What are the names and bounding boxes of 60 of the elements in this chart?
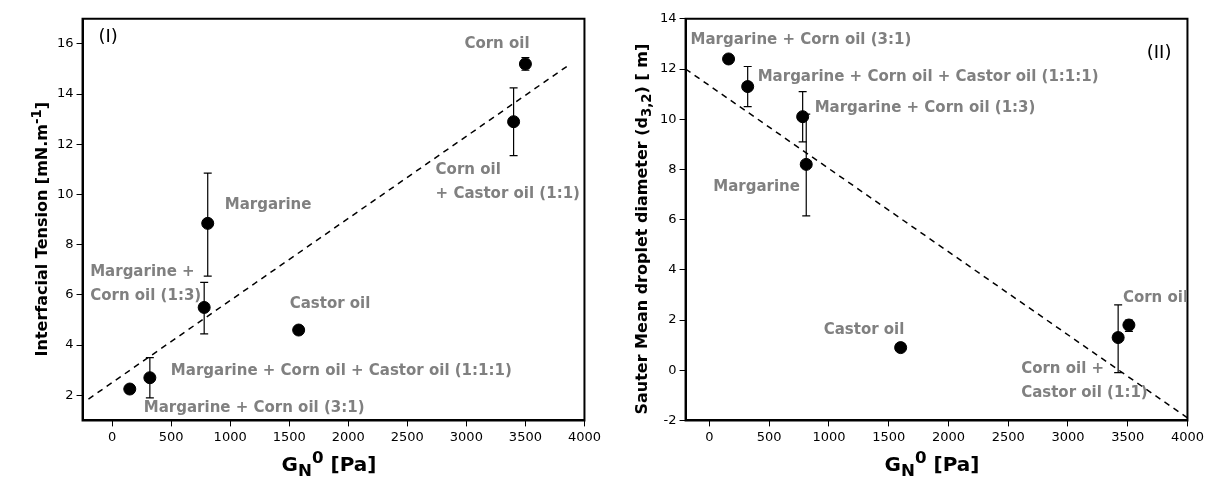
y-tick-label: -2 [663,411,677,427]
annotation: Margarine + Corn oil + Castor oil (1:1:1) [170,360,512,379]
x-tick-label: 3000 [1051,428,1085,444]
y-tick-label: 6 [65,286,74,302]
annotation: Margarine + Corn oil (3:1) [143,397,365,416]
y-tick-label: 10 [57,185,74,201]
x-tick-label: 1500 [872,428,906,444]
point [507,115,521,129]
annotation: Margarine + Corn oil (1:3) [814,97,1036,116]
point [799,157,813,171]
x-tick-label: 2500 [991,428,1025,444]
x-tick-label: 0 [705,428,714,444]
y-tick-label: 14 [57,85,74,101]
point [201,216,215,230]
x-axis-title: G$_{N}$$^{0}$ [Pa] [280,448,378,480]
point [123,382,137,396]
point [292,323,306,337]
annotation: Margarine + Corn oil (3:1) [690,29,912,48]
y-tick-label: 2 [668,311,677,327]
annotation: Corn oil + Castor oil (1:1) [1021,359,1148,402]
chart-title: (I) [98,25,118,47]
point [894,341,908,355]
annotation: Margarine + Corn oil (1:3) [90,262,202,305]
x-tick-label: 3000 [449,428,483,444]
x-tick-label: 0 [107,428,117,444]
y-tick-label: 8 [668,160,677,176]
y-tick-label: 14 [660,10,677,26]
x-tick-label: 3500 [1111,428,1145,444]
y-tick-label: 10 [660,110,677,126]
text: (II) [1146,41,1172,63]
y-tick-label: 16 [57,35,74,51]
annotation: Corn oil + Castor oil (1:1) [435,159,580,202]
x-tick-label: 2000 [931,428,965,444]
x-tick-label: 500 [158,428,184,444]
annotation: Corn oil [464,33,530,52]
x-axis-title: G$_{N}$$^{0}$ [Pa] [883,448,981,480]
x-tick-label: 3500 [508,428,542,444]
y-tick-label: 12 [57,135,74,151]
x-tick-label: 4000 [567,428,601,444]
x-tick-label: 2000 [331,428,365,444]
x-tick-label: 500 [756,428,782,444]
y-tick-label: 12 [660,60,677,76]
point [741,80,755,94]
annotation: Margarine [224,195,312,214]
annotation: Margarine + Corn oil + Castor oil (1:1:1) [757,67,1099,86]
annotation: Castor oil [289,293,371,312]
x-tick-label: 1500 [272,428,306,444]
y-tick-label: 4 [65,336,74,352]
y-tick-label: 4 [668,261,677,277]
y-tick-label: 2 [65,386,74,402]
y-tick-label: 8 [65,236,74,252]
x-tick-label: 4000 [1170,428,1204,444]
annotation: Castor oil [823,319,905,338]
y-tick-label: 0 [668,361,677,377]
x-tick-label: 1000 [213,428,247,444]
annotation: Margarine [713,177,800,196]
point [722,52,736,66]
y-tick-label: 6 [668,210,677,226]
x-tick-label: 2500 [390,428,424,444]
x-tick-label: 1000 [812,428,846,444]
